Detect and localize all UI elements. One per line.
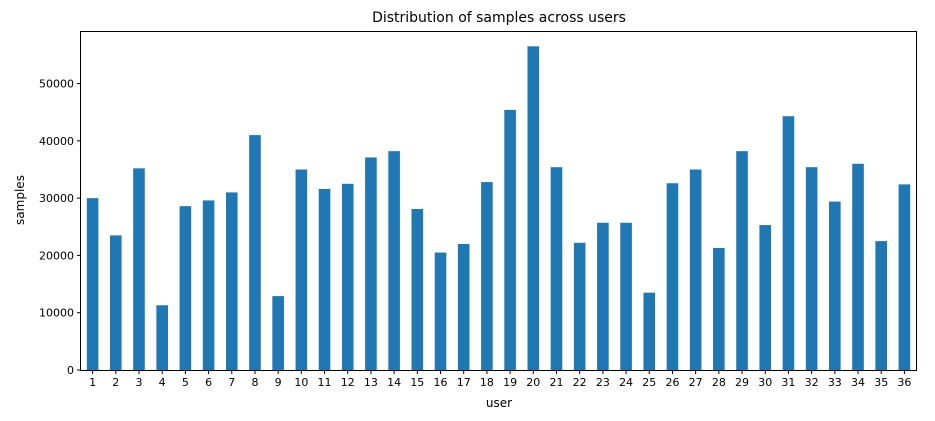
bar-user-9 — [272, 296, 284, 370]
bar-user-2 — [109, 235, 122, 370]
bar-user-23 — [597, 222, 609, 370]
x-tick-label: 24 — [619, 376, 633, 389]
bar-user-4 — [156, 305, 168, 370]
bar-user-30 — [759, 225, 772, 370]
bar-user-33 — [829, 201, 841, 370]
bar-user-36 — [898, 184, 911, 370]
bar-user-34 — [852, 163, 864, 370]
y-axis-label: samples — [13, 175, 27, 225]
bar-user-18 — [481, 182, 493, 370]
bar-user-35 — [875, 241, 888, 370]
x-tick-label: 33 — [828, 376, 842, 389]
x-tick-label: 14 — [387, 376, 401, 389]
bar-user-14 — [388, 151, 400, 370]
bar-user-28 — [713, 247, 725, 370]
x-tick-label: 30 — [758, 376, 772, 389]
bar-user-1 — [86, 198, 99, 370]
y-axis: 0 10000 20000 30000 40000 50000 — [39, 78, 81, 377]
bar-user-31 — [782, 116, 795, 370]
x-tick-label: 18 — [480, 376, 494, 389]
x-tick-label: 17 — [457, 376, 471, 389]
bar-user-10 — [295, 169, 308, 370]
y-tick-label: 20000 — [39, 249, 74, 262]
bar-user-20 — [527, 46, 540, 371]
bar-user-16 — [434, 252, 447, 370]
x-tick-label: 35 — [874, 376, 888, 389]
plot-frame — [80, 31, 917, 371]
x-tick-label: 26 — [665, 376, 679, 389]
x-tick-label: 25 — [642, 376, 656, 389]
y-tick-label: 40000 — [39, 135, 74, 148]
x-tick-label: 15 — [410, 376, 424, 389]
x-axis: 1 2 3 4 5 6 7 8 9 10 11 12 13 14 15 16 17 18 19 20 21 22 23 24 2… — [89, 370, 911, 389]
x-tick-label: 28 — [712, 376, 726, 389]
bar-user-13 — [365, 157, 377, 370]
bar-user-15 — [411, 209, 424, 370]
x-tick-label: 20 — [526, 376, 540, 389]
x-tick-label: 5 — [182, 376, 189, 389]
bar-user-22 — [573, 242, 586, 370]
x-tick-label: 21 — [549, 376, 563, 389]
bar-user-7 — [225, 192, 238, 370]
x-tick-label: 2 — [112, 376, 119, 389]
x-tick-label: 11 — [318, 376, 332, 389]
bar-user-8 — [249, 135, 261, 370]
bar-user-26 — [666, 183, 679, 370]
x-tick-label: 3 — [135, 376, 142, 389]
bar-user-5 — [179, 206, 192, 370]
x-tick-label: 13 — [364, 376, 378, 389]
y-tick-label: 10000 — [39, 307, 74, 320]
bar-user-11 — [318, 188, 331, 370]
bar-user-17 — [457, 243, 470, 370]
x-tick-label: 36 — [897, 376, 911, 389]
bar-user-29 — [736, 151, 748, 370]
bar-user-24 — [620, 222, 632, 370]
x-tick-label: 10 — [294, 376, 308, 389]
x-tick-label: 9 — [275, 376, 282, 389]
x-axis-label: user — [486, 396, 512, 410]
bars-group — [86, 46, 911, 371]
x-tick-label: 1 — [89, 376, 96, 389]
x-tick-label: 29 — [735, 376, 749, 389]
x-tick-label: 22 — [573, 376, 587, 389]
x-tick-label: 16 — [434, 376, 448, 389]
x-tick-label: 12 — [341, 376, 355, 389]
x-tick-label: 6 — [205, 376, 212, 389]
x-tick-label: 19 — [503, 376, 517, 389]
bar-user-25 — [643, 292, 656, 370]
y-tick-label: 30000 — [39, 192, 74, 205]
x-tick-label: 31 — [781, 376, 795, 389]
x-tick-label: 34 — [851, 376, 865, 389]
chart-title: Distribution of samples across users — [372, 10, 626, 26]
bar-user-19 — [504, 109, 516, 370]
x-tick-label: 7 — [228, 376, 235, 389]
x-tick-label: 23 — [596, 376, 610, 389]
bar-user-3 — [133, 168, 145, 370]
y-tick-label: 0 — [67, 364, 74, 377]
bar-user-32 — [805, 167, 818, 370]
y-tick-label: 50000 — [39, 78, 74, 91]
x-tick-label: 8 — [251, 376, 258, 389]
bar-user-12 — [341, 183, 354, 370]
bar-user-6 — [202, 200, 215, 370]
bar-user-27 — [689, 169, 702, 370]
x-tick-label: 4 — [159, 376, 166, 389]
x-tick-label: 27 — [689, 376, 703, 389]
x-tick-label: 32 — [805, 376, 819, 389]
bar-user-21 — [550, 167, 563, 370]
